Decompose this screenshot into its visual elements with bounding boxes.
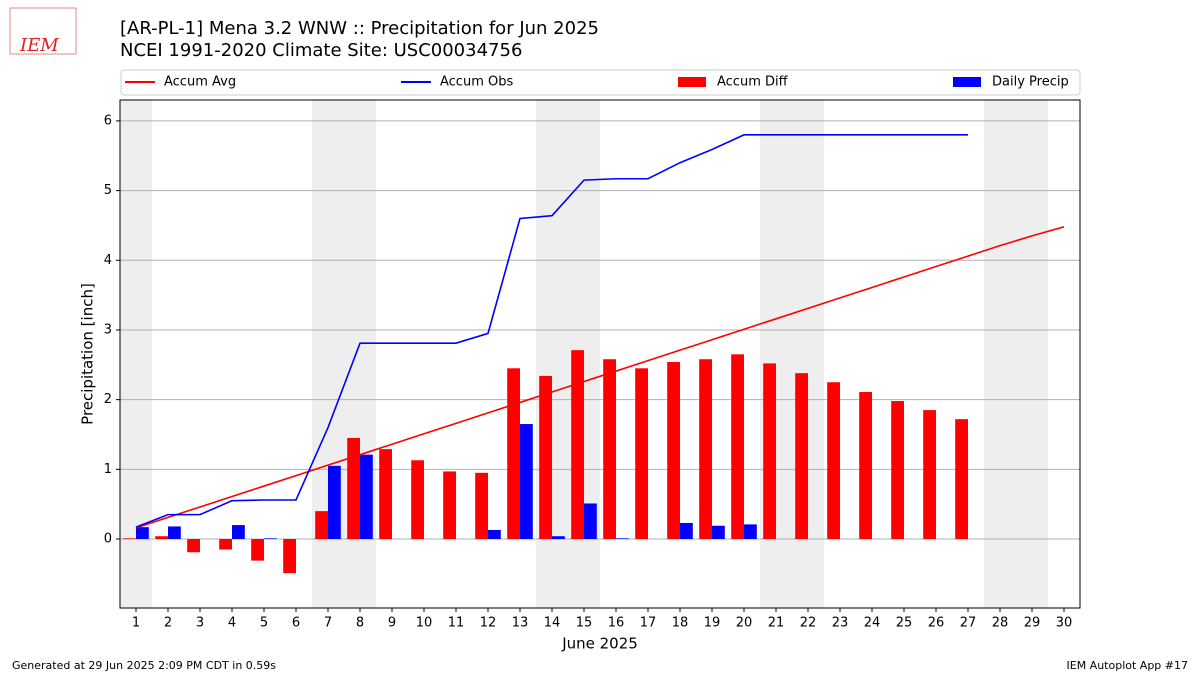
legend-label: Accum Obs	[440, 75, 513, 90]
chart-subtitle: NCEI 1991-2020 Climate Site: USC00034756	[120, 40, 522, 61]
x-tick-label: 21	[768, 616, 785, 631]
x-tick-label: 12	[480, 616, 497, 631]
chart-title: [AR-PL-1] Mena 3.2 WNW :: Precipitation …	[120, 18, 599, 39]
footer-left: Generated at 29 Jun 2025 2:09 PM CDT in …	[12, 659, 276, 672]
y-tick-label: 1	[104, 462, 112, 477]
logo: IEM	[19, 35, 59, 56]
bar	[155, 536, 168, 540]
bar	[360, 454, 373, 540]
bar	[123, 538, 136, 540]
bar	[219, 539, 232, 550]
bar	[731, 354, 744, 540]
bar	[411, 460, 424, 540]
x-tick-label: 4	[228, 616, 236, 631]
bar	[891, 401, 904, 540]
y-tick-label: 4	[104, 253, 112, 268]
x-tick-label: 26	[928, 616, 945, 631]
x-tick-label: 2	[164, 616, 172, 631]
bar	[136, 527, 149, 540]
logo-frame	[9, 7, 77, 55]
bar	[232, 525, 245, 540]
bar	[699, 359, 712, 540]
y-tick-label: 6	[104, 113, 112, 128]
bar	[539, 375, 552, 540]
bar	[507, 368, 520, 540]
bar	[251, 539, 264, 561]
y-axis-label: Precipitation [inch]	[79, 283, 97, 425]
y-tick-label: 0	[104, 532, 112, 547]
x-tick-label: 29	[1024, 616, 1041, 631]
x-tick-label: 6	[292, 616, 300, 631]
bar	[187, 539, 200, 553]
x-tick-label: 14	[544, 616, 561, 631]
x-tick-label: 8	[356, 616, 364, 631]
bar	[859, 391, 872, 540]
x-tick-label: 28	[992, 616, 1009, 631]
x-tick-label: 24	[864, 616, 881, 631]
bar	[827, 382, 840, 540]
x-tick-label: 10	[416, 616, 433, 631]
x-tick-label: 17	[640, 616, 657, 631]
bar	[347, 437, 360, 540]
bar	[488, 529, 501, 540]
legend-box	[120, 69, 1081, 96]
bar	[744, 524, 757, 540]
bar	[635, 368, 648, 540]
bar	[571, 350, 584, 540]
bar	[379, 449, 392, 540]
legend-swatch	[678, 77, 706, 87]
legend-swatch	[953, 77, 981, 87]
line	[135, 134, 968, 528]
x-tick-label: 20	[736, 616, 753, 631]
bar	[955, 419, 968, 540]
x-tick-label: 23	[832, 616, 849, 631]
bar	[680, 522, 693, 540]
bar	[168, 526, 181, 540]
x-tick-label: 25	[896, 616, 913, 631]
line	[135, 226, 1065, 529]
bar	[552, 536, 565, 540]
bar	[475, 472, 488, 540]
x-tick-label: 3	[196, 616, 204, 631]
x-tick-label: 22	[800, 616, 817, 631]
y-tick-label: 3	[104, 322, 112, 337]
bar	[712, 525, 725, 540]
y-tick-label: 5	[104, 183, 112, 198]
x-tick-label: 30	[1056, 616, 1073, 631]
bar	[520, 424, 533, 540]
footer-right: IEM Autoplot App #17	[1067, 659, 1189, 672]
bar	[616, 538, 629, 540]
x-tick-label: 18	[672, 616, 689, 631]
x-axis-label: June 2025	[561, 635, 638, 653]
bar	[603, 359, 616, 540]
y-tick-label: 2	[104, 392, 112, 407]
bar	[923, 410, 936, 540]
x-tick-label: 5	[260, 616, 268, 631]
bar	[264, 538, 277, 540]
bar	[315, 511, 328, 540]
bar	[443, 471, 456, 540]
legend-label: Accum Avg	[164, 75, 236, 90]
x-tick-label: 16	[608, 616, 625, 631]
bar	[283, 539, 296, 574]
x-tick-label: 27	[960, 616, 977, 631]
bar	[795, 373, 808, 540]
x-tick-label: 13	[512, 616, 529, 631]
bar	[584, 503, 597, 540]
bar	[763, 363, 776, 540]
x-tick-label: 9	[388, 616, 396, 631]
weekend-band	[984, 100, 1048, 608]
x-tick-label: 11	[448, 616, 465, 631]
bar	[667, 362, 680, 540]
legend-label: Accum Diff	[717, 75, 789, 90]
bar	[328, 465, 341, 540]
legend-label: Daily Precip	[992, 75, 1069, 90]
x-tick-label: 1	[132, 616, 140, 631]
x-tick-label: 7	[324, 616, 332, 631]
x-tick-label: 19	[704, 616, 721, 631]
x-tick-label: 15	[576, 616, 593, 631]
plot-frame	[119, 99, 1081, 609]
